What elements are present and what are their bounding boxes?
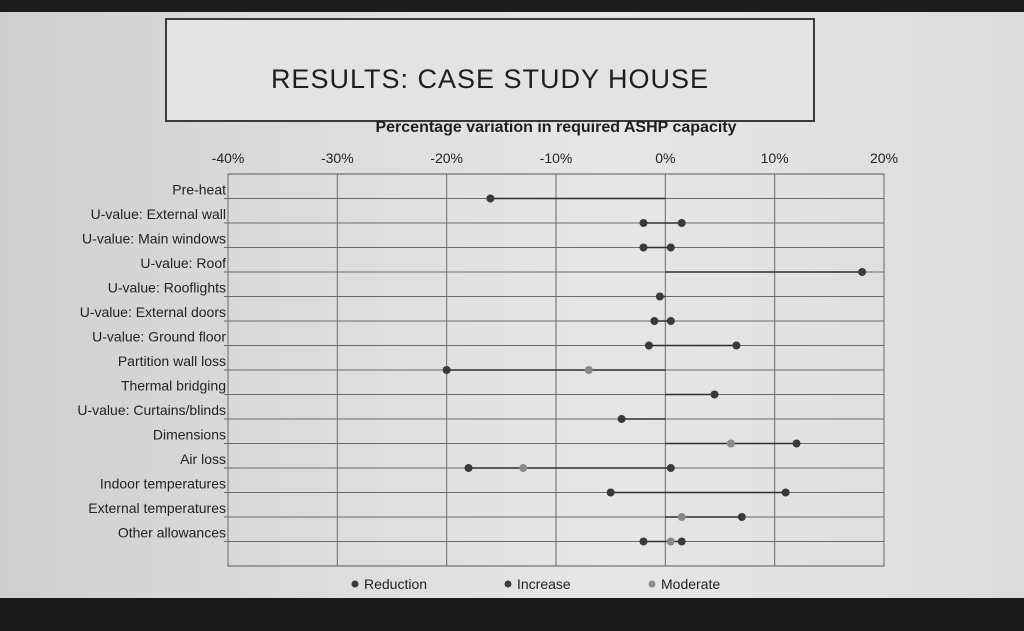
data-point-reduction: [442, 366, 451, 374]
y-category-label: Indoor temperatures: [100, 476, 226, 492]
y-category-label: U-value: External doors: [80, 304, 226, 320]
data-point-increase: [781, 488, 790, 497]
y-category-label: U-value: Rooflights: [108, 280, 226, 296]
y-category-label: Air loss: [180, 451, 226, 467]
chart-title: Percentage variation in required ASHP ca…: [375, 119, 736, 136]
data-point-increase: [677, 537, 686, 546]
data-point-reduction: [606, 488, 615, 497]
data-point-increase: [737, 513, 746, 521]
data-point-increase: [858, 268, 867, 276]
screen-bottom-edge: [0, 598, 1024, 631]
legend-marker-increase: [504, 580, 512, 588]
data-point-increase: [710, 390, 719, 399]
legend-marker-reduction: [351, 580, 359, 588]
x-tick-label: -20%: [430, 150, 463, 166]
data-point-reduction: [650, 317, 659, 325]
data-point-reduction: [486, 194, 495, 203]
y-category-label: U-value: Main windows: [82, 231, 226, 247]
y-category-label: Other allowances: [118, 525, 226, 541]
data-point-reduction: [639, 219, 648, 227]
data-point-reduction: [464, 464, 473, 472]
data-point-reduction: [655, 292, 664, 301]
legend-label-increase: Increase: [517, 576, 571, 592]
data-point-increase: [677, 219, 686, 227]
data-point-moderate: [726, 439, 735, 448]
y-category-label: U-value: External wall: [91, 206, 226, 222]
data-point-increase: [666, 464, 675, 472]
data-point-reduction: [644, 341, 653, 350]
data-point-reduction: [639, 537, 648, 546]
legend-label-moderate: Moderate: [661, 576, 720, 592]
y-category-label: Partition wall loss: [118, 353, 226, 369]
y-category-label: U-value: Curtains/blinds: [77, 402, 226, 418]
y-category-label: External temperatures: [88, 500, 226, 516]
data-point-moderate: [519, 464, 528, 472]
x-tick-label: -40%: [212, 150, 245, 166]
x-tick-label: 10%: [761, 150, 789, 166]
legend-marker-moderate: [648, 580, 656, 588]
data-point-moderate: [666, 537, 675, 546]
y-category-label: U-value: Roof: [140, 255, 226, 271]
y-category-label: U-value: Ground floor: [92, 329, 226, 345]
data-point-increase: [792, 439, 801, 448]
y-category-label: Dimensions: [153, 427, 226, 443]
data-point-reduction: [617, 415, 626, 423]
x-tick-label: -30%: [321, 150, 354, 166]
x-tick-label: -10%: [540, 150, 573, 166]
data-point-increase: [732, 341, 741, 350]
legend-label-reduction: Reduction: [364, 576, 427, 592]
slide-title-box: RESULTS: CASE STUDY HOUSE: [165, 18, 815, 122]
data-point-moderate: [584, 366, 593, 374]
y-category-label: Pre-heat: [172, 182, 226, 198]
data-point-increase: [666, 317, 675, 325]
y-category-label: Thermal bridging: [121, 378, 226, 394]
x-tick-label: 20%: [870, 150, 898, 166]
slide: RESULTS: CASE STUDY HOUSE: [0, 12, 1024, 598]
data-point-increase: [666, 243, 675, 252]
data-point-reduction: [639, 243, 648, 252]
data-point-moderate: [677, 513, 686, 521]
slide-title: RESULTS: CASE STUDY HOUSE: [270, 64, 710, 94]
x-tick-label: 0%: [655, 150, 675, 166]
